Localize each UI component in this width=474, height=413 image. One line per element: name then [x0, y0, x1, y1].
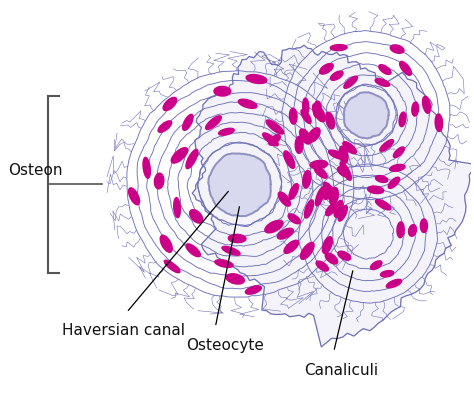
Polygon shape: [190, 210, 203, 223]
Polygon shape: [206, 116, 221, 130]
Polygon shape: [344, 93, 389, 139]
Polygon shape: [303, 171, 311, 189]
Polygon shape: [420, 219, 428, 233]
Polygon shape: [393, 147, 404, 158]
Polygon shape: [322, 237, 332, 254]
Polygon shape: [214, 87, 231, 97]
Polygon shape: [265, 221, 283, 233]
Polygon shape: [390, 165, 405, 172]
Text: Osteocyte: Osteocyte: [186, 337, 264, 352]
Polygon shape: [339, 147, 348, 164]
Polygon shape: [228, 235, 246, 243]
Polygon shape: [186, 244, 201, 257]
Polygon shape: [173, 198, 181, 218]
Polygon shape: [128, 188, 139, 205]
Polygon shape: [371, 261, 382, 270]
Text: Canaliculi: Canaliculi: [304, 362, 378, 377]
Polygon shape: [304, 200, 314, 218]
Polygon shape: [334, 201, 343, 218]
Polygon shape: [324, 188, 334, 200]
Polygon shape: [379, 66, 391, 75]
Polygon shape: [186, 150, 198, 169]
Polygon shape: [288, 214, 301, 224]
Polygon shape: [375, 176, 388, 183]
Polygon shape: [329, 188, 338, 206]
Polygon shape: [219, 129, 234, 136]
Polygon shape: [246, 286, 262, 294]
Polygon shape: [343, 142, 356, 154]
Polygon shape: [182, 115, 193, 131]
Polygon shape: [269, 135, 280, 146]
Polygon shape: [226, 274, 245, 285]
Polygon shape: [422, 97, 430, 114]
Polygon shape: [278, 192, 291, 207]
Polygon shape: [319, 64, 333, 75]
Polygon shape: [375, 79, 390, 87]
Polygon shape: [160, 236, 172, 253]
Polygon shape: [328, 151, 344, 160]
Polygon shape: [143, 158, 150, 179]
Polygon shape: [388, 178, 400, 189]
Polygon shape: [326, 113, 335, 130]
Text: Osteon: Osteon: [8, 163, 63, 178]
Polygon shape: [397, 223, 404, 238]
Polygon shape: [412, 103, 419, 117]
Polygon shape: [409, 225, 417, 237]
Polygon shape: [399, 113, 406, 127]
Polygon shape: [302, 99, 309, 115]
Polygon shape: [246, 75, 267, 84]
Polygon shape: [375, 200, 391, 210]
Polygon shape: [263, 133, 278, 147]
Polygon shape: [164, 261, 180, 273]
Text: Haversian canal: Haversian canal: [63, 323, 185, 337]
Polygon shape: [301, 243, 314, 260]
Polygon shape: [380, 140, 393, 152]
Polygon shape: [386, 280, 401, 288]
Polygon shape: [326, 205, 336, 216]
Polygon shape: [338, 206, 347, 221]
Polygon shape: [338, 252, 351, 261]
Polygon shape: [289, 184, 299, 200]
Polygon shape: [295, 137, 303, 154]
Polygon shape: [325, 253, 337, 264]
Polygon shape: [400, 62, 411, 76]
Polygon shape: [390, 46, 404, 54]
Polygon shape: [344, 77, 357, 89]
Polygon shape: [313, 104, 325, 123]
Polygon shape: [330, 45, 347, 52]
Polygon shape: [266, 121, 283, 135]
Polygon shape: [310, 161, 328, 169]
Polygon shape: [300, 130, 311, 145]
Polygon shape: [290, 109, 297, 125]
Polygon shape: [208, 154, 271, 217]
Polygon shape: [340, 162, 351, 181]
Polygon shape: [163, 98, 177, 112]
Polygon shape: [313, 102, 321, 118]
Polygon shape: [308, 128, 320, 143]
Polygon shape: [284, 241, 299, 254]
Polygon shape: [215, 260, 233, 268]
Polygon shape: [192, 46, 474, 347]
Polygon shape: [314, 167, 327, 179]
Polygon shape: [368, 187, 384, 194]
Polygon shape: [277, 229, 293, 240]
Polygon shape: [284, 152, 295, 169]
Polygon shape: [330, 72, 343, 81]
Polygon shape: [381, 271, 394, 277]
Polygon shape: [316, 261, 328, 271]
Polygon shape: [316, 188, 324, 206]
Polygon shape: [323, 183, 334, 197]
Polygon shape: [238, 100, 257, 109]
Polygon shape: [158, 121, 172, 133]
Polygon shape: [171, 148, 188, 164]
Polygon shape: [301, 110, 311, 124]
Polygon shape: [155, 174, 164, 190]
Polygon shape: [337, 168, 350, 178]
Polygon shape: [435, 115, 443, 132]
Polygon shape: [222, 247, 240, 256]
